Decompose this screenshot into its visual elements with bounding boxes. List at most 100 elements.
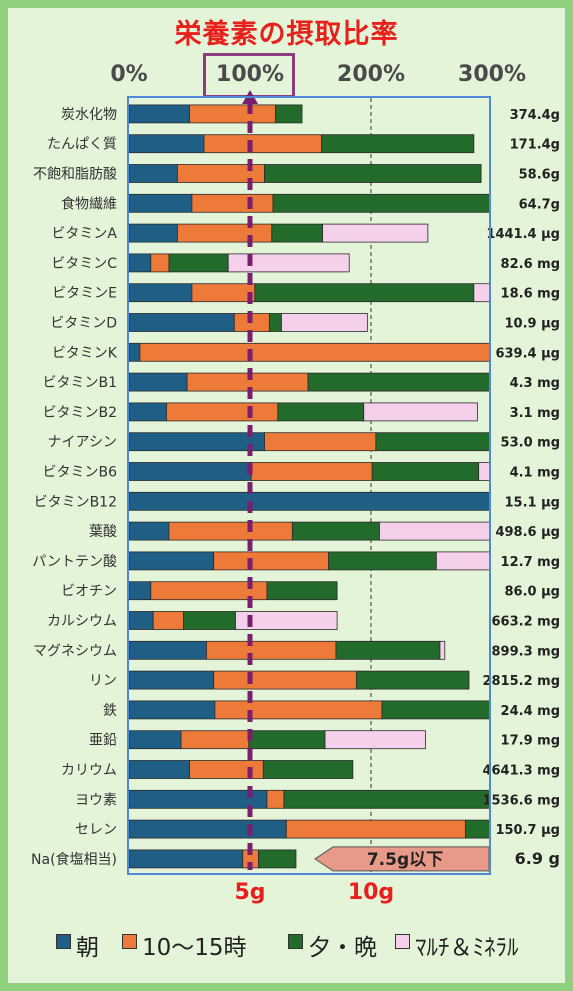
bar-5-1 [150, 253, 170, 273]
salt-tick-10g: 10g [348, 880, 394, 905]
bar-18-0 [128, 640, 207, 660]
bar-7-0 [128, 313, 235, 332]
x-tick-300: 300% [458, 62, 526, 87]
bar-20-0 [128, 700, 216, 720]
bar-1-2 [320, 134, 475, 154]
row-total-22: 4641.3 mg [482, 764, 560, 779]
bar-21-2 [248, 730, 326, 750]
row-total-10: 3.1 mg [510, 406, 560, 421]
bar-4-1 [176, 223, 273, 243]
row-total-12: 4.1 mg [510, 466, 560, 481]
bar-4-0 [128, 223, 178, 243]
bar-14-1 [168, 521, 293, 541]
row-total-24: 150.7 μg [495, 823, 560, 838]
row-total-20: 24.4 mg [501, 704, 560, 719]
bar-22-0 [128, 760, 190, 779]
bar-1-1 [203, 134, 322, 154]
bar-21-1 [180, 730, 250, 750]
row-label-3: 食物繊維 [61, 195, 117, 212]
row-label-7: ビタミンD [50, 316, 117, 332]
bar-17-2 [183, 611, 236, 630]
bar-18-3 [439, 640, 446, 660]
bar-25-2 [258, 849, 297, 869]
bar-3-0 [128, 193, 193, 213]
bar-11-1 [264, 432, 377, 452]
bar-14-2 [291, 521, 380, 541]
bar-7-3 [281, 313, 368, 332]
row-label-18: マグネシウム [33, 643, 117, 659]
bar-5-2 [168, 253, 229, 273]
row-total-18: 899.3 mg [492, 644, 561, 659]
bar-3-1 [191, 193, 274, 213]
bar-12-0 [128, 462, 252, 481]
bar-2-0 [128, 164, 178, 183]
bar-1-0 [128, 134, 205, 154]
row-label-22: カリウム [61, 763, 117, 779]
row-label-5: ビタミンC [51, 256, 117, 272]
bar-0-2 [275, 104, 303, 124]
bar-8-0 [128, 342, 141, 362]
row-total-17: 663.2 mg [492, 615, 561, 630]
bar-9-0 [128, 372, 188, 392]
row-total-6: 18.6 mg [501, 287, 560, 302]
row-label-1: たんぱく質 [47, 137, 117, 153]
row-label-16: ビオチン [61, 584, 117, 600]
bar-0-1 [189, 104, 276, 124]
bar-15-3 [435, 551, 491, 571]
legend-label-supplement: ﾏﾙﾁ＆ﾐﾈﾗﾙ [415, 935, 519, 961]
bar-23-1 [266, 789, 285, 809]
bar-15-1 [213, 551, 330, 571]
bar-18-2 [335, 640, 441, 660]
row-label-2: 不飽和脂肪酸 [33, 166, 117, 183]
bar-14-0 [128, 521, 170, 541]
bar-6-1 [191, 283, 256, 303]
row-total-2: 58.6g [519, 168, 560, 183]
bar-21-0 [128, 730, 182, 750]
bar-17-0 [128, 611, 154, 630]
legend-swatch-morning [56, 934, 71, 949]
bar-24-0 [128, 819, 287, 839]
row-total-0: 374.4g [510, 108, 560, 123]
row-label-8: ビタミンK [52, 345, 118, 361]
bar-8-1 [139, 342, 491, 362]
chart-title: 栄養素の摂取比率 [174, 19, 399, 50]
legend-swatch-evening [288, 934, 303, 949]
x-tick-200: 200% [337, 62, 405, 87]
bar-7-2 [268, 313, 282, 332]
row-label-9: ビタミンB1 [42, 375, 117, 391]
row-label-24: セレン [75, 822, 117, 838]
bar-10-0 [128, 402, 167, 422]
bar-20-1 [214, 700, 383, 720]
row-label-0: 炭水化物 [61, 107, 117, 123]
row-total-1: 171.4g [510, 138, 560, 153]
bar-0-0 [128, 104, 190, 124]
bar-6-2 [254, 283, 475, 303]
bar-16-0 [128, 581, 152, 601]
row-total-13: 15.1 μg [505, 495, 560, 510]
legend-label-morning: 朝 [76, 935, 99, 961]
x-tick-0: 0% [110, 62, 148, 87]
bar-19-1 [213, 670, 357, 690]
row-total-15: 12.7 mg [501, 555, 560, 570]
bar-6-3 [473, 283, 491, 303]
row-label-10: ビタミンB2 [42, 405, 117, 421]
bar-11-2 [375, 432, 491, 452]
bar-15-0 [128, 551, 215, 571]
bar-4-2 [271, 223, 323, 243]
bar-24-1 [285, 819, 466, 839]
row-label-4: ビタミンA [51, 226, 117, 242]
bar-22-2 [262, 760, 354, 779]
row-label-25: Na(食塩相当) [31, 851, 117, 868]
row-total-3: 64.7g [519, 197, 560, 212]
row-label-13: ビタミンB12 [34, 494, 117, 510]
bar-23-0 [128, 789, 268, 809]
bar-12-1 [250, 462, 373, 481]
bar-25-0 [128, 849, 244, 869]
legend-label-midday: 10〜15時 [142, 935, 247, 961]
row-label-19: リン [89, 673, 117, 689]
bar-23-2 [283, 789, 491, 809]
legend-swatch-supplement [395, 934, 410, 949]
x-tick-100: 100% [216, 62, 284, 87]
bar-15-2 [328, 551, 437, 571]
